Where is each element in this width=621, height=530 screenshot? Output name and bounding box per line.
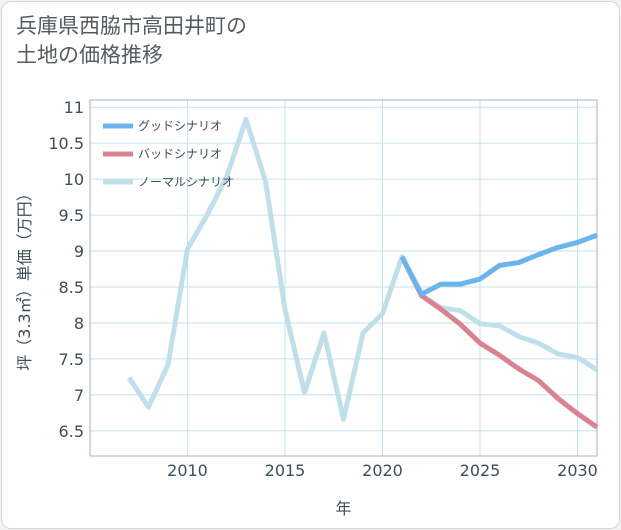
y-tick-label: 9 xyxy=(74,242,84,261)
x-tick-label: 2020 xyxy=(362,461,403,480)
y-tick-label: 7 xyxy=(74,386,84,405)
y-tick-label: 7.5 xyxy=(59,350,84,369)
axis-tick-labels: 6.5 7 7.5 8 8.5 9 9.5 10 10.5 11 2010 2015 2020 2025 2… xyxy=(48,98,597,480)
legend-item-good[interactable]: グッドシナリオ xyxy=(103,119,222,133)
y-tick-label: 11 xyxy=(64,98,84,117)
y-tick-label: 10.5 xyxy=(48,134,84,153)
x-tick-label: 2030 xyxy=(557,461,598,480)
y-tick-label: 8 xyxy=(74,314,84,333)
y-tick-label: 9.5 xyxy=(59,206,84,225)
legend-label: ノーマルシナリオ xyxy=(138,175,234,189)
x-tick-label: 2025 xyxy=(460,461,501,480)
x-axis-label: 年 xyxy=(335,499,351,518)
series-lines xyxy=(126,116,599,430)
x-tick-label: 2010 xyxy=(167,461,208,480)
x-tick-label: 2015 xyxy=(265,461,306,480)
legend-label: バッドシナリオ xyxy=(138,147,222,161)
y-tick-label: 10 xyxy=(64,170,84,189)
legend-label: グッドシナリオ xyxy=(138,119,222,133)
y-tick-label: 6.5 xyxy=(59,422,84,441)
series-line-bad xyxy=(399,255,599,430)
plot-area-frame xyxy=(89,99,598,457)
y-tick-label: 8.5 xyxy=(59,278,84,297)
y-axis-label: 坪（3.3㎡）単価（万円） xyxy=(15,185,34,370)
legend-item-bad[interactable]: バッドシナリオ xyxy=(103,147,222,161)
series-line-normal xyxy=(126,116,599,422)
legend-item-normal[interactable]: ノーマルシナリオ xyxy=(103,175,234,189)
series-line-good xyxy=(399,232,598,297)
chart-title: 兵庫県西脇市高田井町の 土地の価格推移 xyxy=(16,14,247,67)
